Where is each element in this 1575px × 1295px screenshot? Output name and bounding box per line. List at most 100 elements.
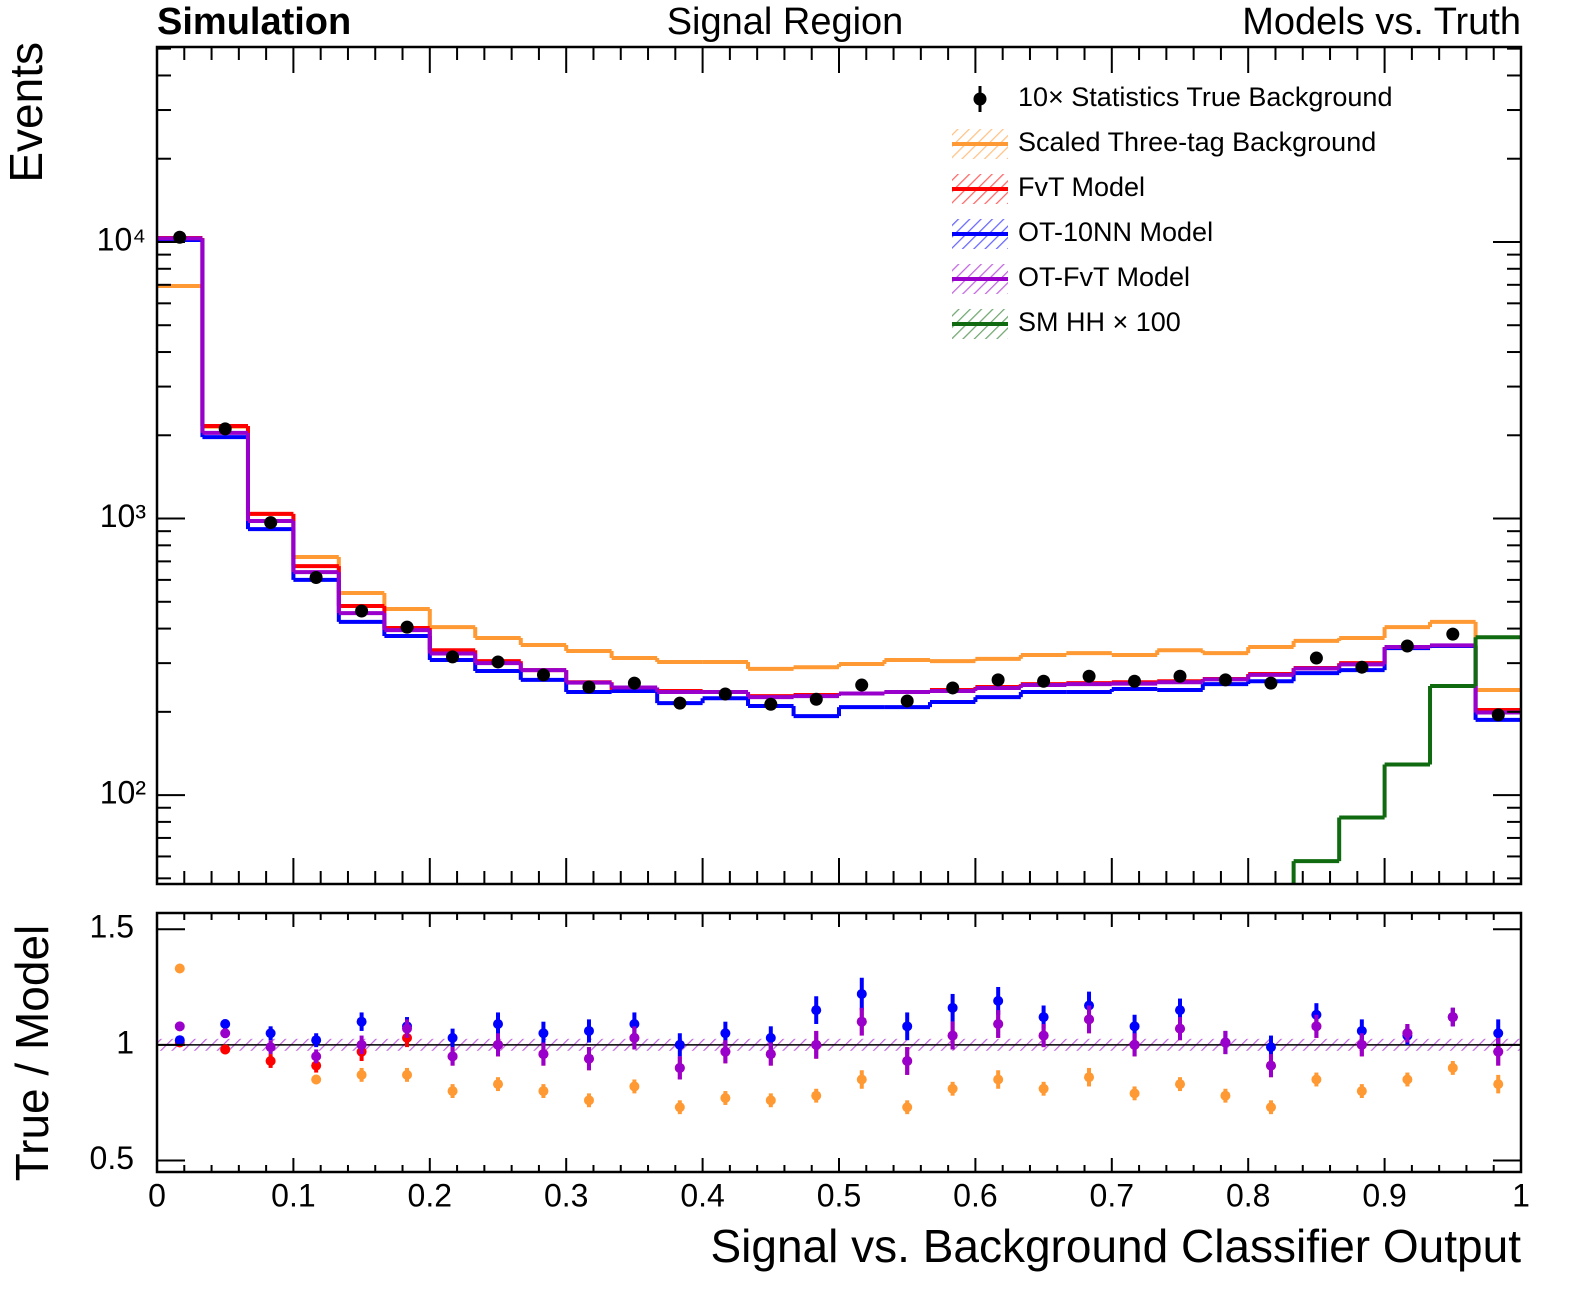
data-point <box>446 650 460 664</box>
data-point <box>1309 651 1323 665</box>
ratio-point <box>993 995 1004 1006</box>
legend-entry: OT-FvT Model <box>952 262 1190 294</box>
ratio-point <box>902 1021 913 1032</box>
ratio-point <box>1356 1039 1367 1050</box>
ratio-point <box>674 1062 685 1073</box>
legend-entry: Scaled Three-tag Background <box>952 127 1376 159</box>
title: Signal Region <box>667 1 904 43</box>
x-tick-label: 0.5 <box>817 1177 861 1213</box>
data-point <box>264 516 278 530</box>
ratio-point <box>902 1056 913 1066</box>
ratio-point <box>402 1069 413 1080</box>
ratio-point <box>493 1039 503 1050</box>
data-point <box>1446 627 1460 641</box>
ratio-point <box>265 1056 276 1066</box>
data-point <box>764 697 778 711</box>
ratio-plot <box>157 963 1521 1115</box>
x-tick-label: 0.9 <box>1362 1177 1406 1213</box>
ratio-point <box>1129 1039 1140 1050</box>
data-point <box>673 696 687 710</box>
ratio-point <box>1265 1042 1276 1053</box>
ratio-point <box>1175 1079 1185 1090</box>
ratio-point <box>674 1102 685 1113</box>
data-point <box>309 571 323 585</box>
ratio-point <box>493 1079 503 1090</box>
ratio-point <box>720 1028 731 1039</box>
legend-label: SM HH × 100 <box>1018 307 1181 337</box>
ratio-point <box>629 1032 640 1043</box>
data-point <box>536 668 550 682</box>
y-tick-label: 10⁴ <box>97 221 146 257</box>
ratio-point <box>265 1042 276 1053</box>
ratio-frame <box>155 911 1523 1174</box>
ratio-point <box>1220 1090 1231 1101</box>
ratio-point <box>174 963 185 974</box>
axes: 10² 10³ 10⁴ 0 0.1 0.2 0.3 0.4 0.5 0.6 0.7 0.8 0.9 1 0.… <box>90 47 1530 1213</box>
data-point <box>218 422 232 436</box>
ratio-point <box>356 1069 367 1080</box>
ratio-point <box>811 1090 822 1101</box>
data-point <box>355 604 369 618</box>
data-point <box>1173 669 1187 683</box>
legend-label: OT-10NN Model <box>1018 217 1213 247</box>
ratio-point <box>993 1074 1004 1085</box>
data-point <box>1264 676 1278 690</box>
ratio-point <box>674 1039 685 1050</box>
legend-label: 10× Statistics True Background <box>1018 82 1392 112</box>
x-tick-label: 0.1 <box>271 1177 315 1213</box>
data-point <box>582 680 596 694</box>
ratio-point <box>265 1028 276 1039</box>
title-right: Models vs. Truth <box>1242 1 1521 43</box>
ratio-point <box>1038 1012 1049 1023</box>
data-point <box>991 673 1005 687</box>
data-point <box>718 687 732 701</box>
ratio-y-axis-title: True / Model <box>6 925 58 1182</box>
ratio-point <box>856 988 867 999</box>
ratio-point <box>993 1019 1004 1029</box>
title-left: Simulation <box>157 1 351 43</box>
ratio-point <box>447 1086 458 1097</box>
x-tick-label: 0.4 <box>680 1177 724 1213</box>
ratio-point <box>1265 1060 1276 1071</box>
ratio-point <box>720 1046 731 1057</box>
x-tick-label: 0.7 <box>1090 1177 1134 1213</box>
data-point <box>491 655 505 669</box>
ratio-point <box>720 1093 731 1103</box>
ratio-point <box>402 1023 413 1034</box>
legend-label: OT-FvT Model <box>1018 262 1190 292</box>
ratio-point <box>538 1086 549 1097</box>
ratio-point <box>811 1005 822 1016</box>
ratio-point <box>1447 1012 1458 1023</box>
data-point <box>173 230 187 244</box>
ratio-point <box>1493 1046 1504 1057</box>
ratio-point <box>1038 1030 1049 1041</box>
ratio-point <box>1220 1037 1231 1048</box>
x-axis-title: Signal vs. Background Classifier Output <box>710 1220 1521 1272</box>
data-point <box>809 692 823 706</box>
ratio-point <box>174 1035 185 1046</box>
x-tick-label: 1 <box>1512 1177 1530 1213</box>
legend-label: Scaled Three-tag Background <box>1018 127 1376 157</box>
ratio-point <box>902 1102 913 1113</box>
ratio-point <box>765 1032 776 1043</box>
ratio-point <box>1447 1062 1458 1073</box>
ratio-point <box>856 1016 867 1027</box>
data-point <box>1355 660 1369 674</box>
ratio-point <box>220 1044 231 1055</box>
y-tick-label: 10² <box>100 775 147 811</box>
ratio-point <box>811 1039 822 1050</box>
data-point <box>1400 639 1414 653</box>
ratio-point <box>1493 1079 1504 1090</box>
ratio-point <box>311 1035 322 1046</box>
main-frame <box>155 45 1523 886</box>
ratio-point <box>1129 1088 1140 1099</box>
x-tick-label: 0.3 <box>544 1177 588 1213</box>
ratio-point <box>311 1060 322 1071</box>
x-tick-label: 0 <box>148 1177 166 1213</box>
ratio-point <box>1175 1023 1185 1034</box>
ratio-point <box>765 1049 776 1060</box>
legend-entry: SM HH × 100 <box>952 307 1181 339</box>
data-point <box>900 694 914 708</box>
ratio-point <box>1356 1086 1367 1097</box>
